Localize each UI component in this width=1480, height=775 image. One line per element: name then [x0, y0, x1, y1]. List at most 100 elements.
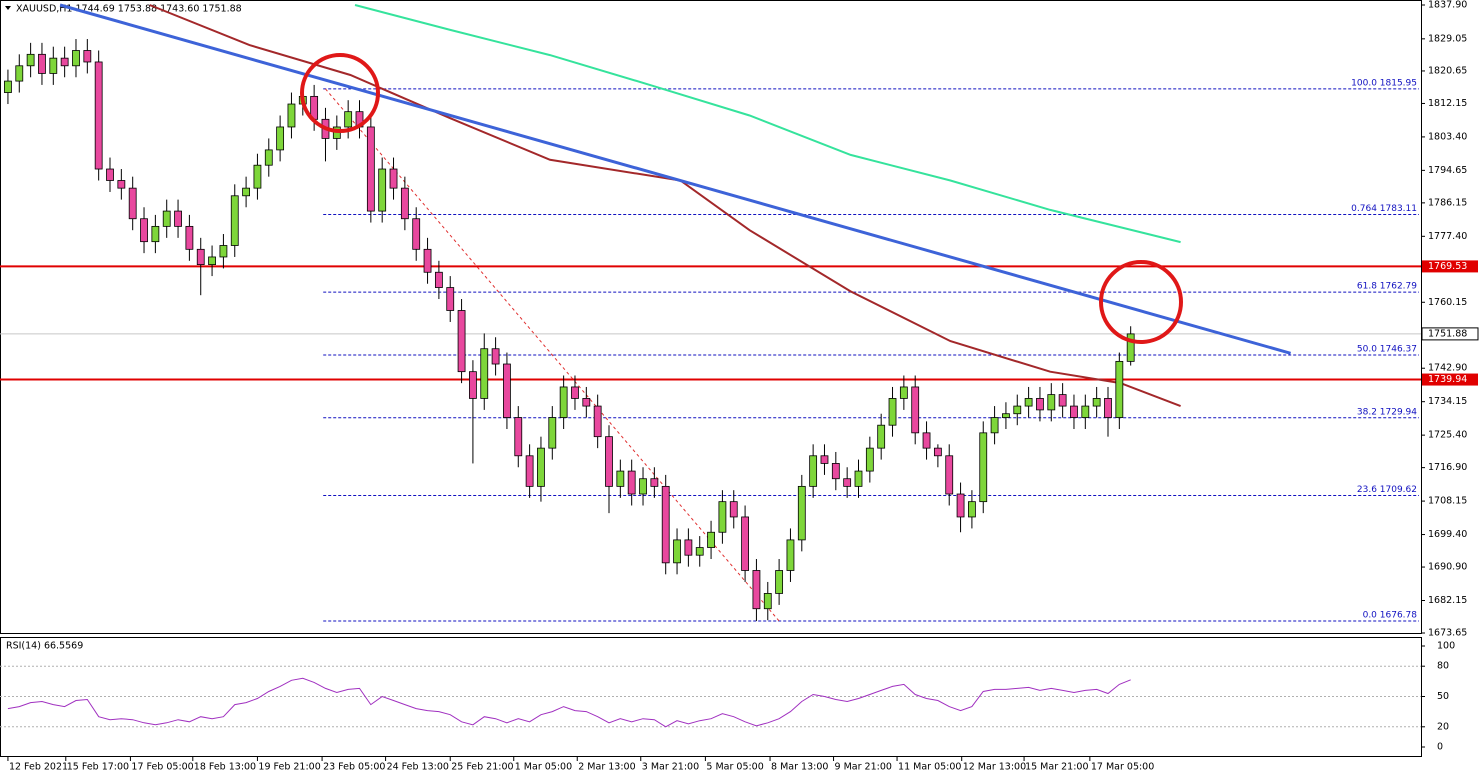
- candle-body: [820, 455, 829, 464]
- x-tick-label: 1 Mar 05:00: [515, 762, 572, 773]
- candle-body: [899, 386, 908, 399]
- current-price-box: [1421, 327, 1479, 341]
- y-tick-label: 1820.65: [1428, 65, 1467, 76]
- x-tick-label: 2 Mar 13:00: [578, 762, 635, 773]
- candle-body: [174, 210, 182, 227]
- y-tick-label: 1803.40: [1428, 131, 1467, 142]
- candle-body: [673, 539, 681, 564]
- indicator-line: [59, 3, 1292, 355]
- highlight-circle: [1099, 260, 1183, 344]
- candle-body: [230, 195, 239, 246]
- x-tick-label: 24 Feb 13:00: [387, 762, 449, 773]
- candle-body: [582, 398, 591, 407]
- y-tick-label: 1673.65: [1428, 628, 1467, 639]
- candle-body: [888, 398, 897, 426]
- candle-body: [684, 539, 693, 556]
- candle-body: [741, 516, 749, 571]
- candle-body: [877, 424, 886, 449]
- candle-body: [956, 493, 965, 518]
- candle-body: [854, 470, 863, 487]
- y-tick-label: 1794.65: [1428, 165, 1467, 176]
- candle-body: [60, 57, 69, 67]
- candle-body: [128, 187, 137, 220]
- candle-body: [140, 218, 148, 243]
- indicator-line: [354, 4, 1181, 244]
- candle-body: [400, 187, 409, 220]
- candle-body: [253, 164, 262, 189]
- candle-body: [412, 218, 421, 250]
- candle-body: [865, 447, 874, 472]
- candle-body: [1024, 398, 1033, 407]
- candle-body: [729, 501, 738, 518]
- candle-body: [763, 593, 772, 610]
- fib-label: 38.2 1729.94: [1357, 407, 1417, 417]
- x-tick-label: 3 Mar 21:00: [642, 762, 699, 773]
- candle-body: [208, 256, 216, 266]
- candle-body: [911, 386, 920, 434]
- highlight-circle: [300, 53, 380, 133]
- candle-body: [1070, 405, 1078, 418]
- candle-body: [457, 310, 466, 373]
- candle-body: [843, 478, 852, 487]
- candle-body: [1036, 398, 1044, 411]
- x-tick-label: 18 Feb 13:00: [194, 762, 256, 773]
- candle-body: [1002, 413, 1010, 418]
- y-tick-label: 1690.90: [1428, 562, 1467, 573]
- y-tick-label: 1725.40: [1428, 430, 1467, 441]
- candle-body: [480, 348, 489, 399]
- candle-body: [162, 210, 171, 227]
- candle-body: [276, 126, 285, 151]
- menu-icon[interactable]: [5, 6, 11, 10]
- candle-body: [593, 405, 602, 438]
- y-tick-label: 1829.05: [1428, 33, 1467, 44]
- candle-body: [1058, 394, 1067, 407]
- candle-body: [945, 455, 954, 495]
- current-price-label: 1751.88: [1428, 328, 1467, 339]
- candle-body: [979, 432, 988, 503]
- candle-body: [831, 463, 840, 480]
- fib-label: 0.0 1676.78: [1363, 611, 1418, 621]
- x-tick-label: 11 Mar 05:00: [898, 762, 961, 773]
- candle-body: [72, 50, 80, 67]
- rsi-tick-label: 0: [1437, 742, 1443, 753]
- candle-body: [514, 417, 523, 457]
- candle-body: [242, 187, 250, 197]
- x-tick-label: 17 Mar 05:00: [1091, 762, 1154, 773]
- candle-body: [809, 455, 818, 487]
- candle-body: [650, 478, 659, 487]
- x-tick-label: 17 Feb 05:00: [131, 762, 193, 773]
- fib-anchor: [325, 88, 780, 622]
- candle-body: [26, 53, 35, 67]
- y-tick-label: 1708.15: [1428, 496, 1467, 507]
- y-tick-label: 1786.15: [1428, 197, 1467, 208]
- x-tick-label: 8 Mar 13:00: [771, 762, 828, 773]
- candle-body: [537, 447, 545, 487]
- candle-body: [151, 225, 160, 243]
- candle-body: [185, 225, 194, 250]
- x-tick-label: 5 Mar 05:00: [706, 762, 763, 773]
- candle-body: [83, 50, 92, 63]
- candle-body: [639, 478, 647, 495]
- candle-body: [1092, 398, 1101, 407]
- candle-body: [933, 447, 942, 457]
- candle-body: [1115, 360, 1124, 418]
- fib-label: 61.8 1762.79: [1357, 282, 1417, 292]
- candle-body: [344, 111, 353, 128]
- candle-body: [15, 65, 24, 82]
- candle-body: [469, 371, 477, 399]
- level-price-label: 1769.53: [1428, 261, 1467, 272]
- candle-body: [106, 168, 114, 181]
- candle-body: [446, 287, 455, 311]
- candle-body: [605, 436, 613, 487]
- fib-label: 0.764 1783.11: [1351, 204, 1417, 214]
- indicator-line: [149, 4, 1181, 408]
- y-tick-label: 1742.90: [1428, 363, 1467, 374]
- candle-body: [196, 248, 205, 266]
- candle-body: [707, 531, 715, 548]
- y-tick-label: 1716.90: [1428, 462, 1467, 473]
- candle-body: [695, 547, 704, 556]
- y-tick-label: 1777.40: [1428, 231, 1467, 242]
